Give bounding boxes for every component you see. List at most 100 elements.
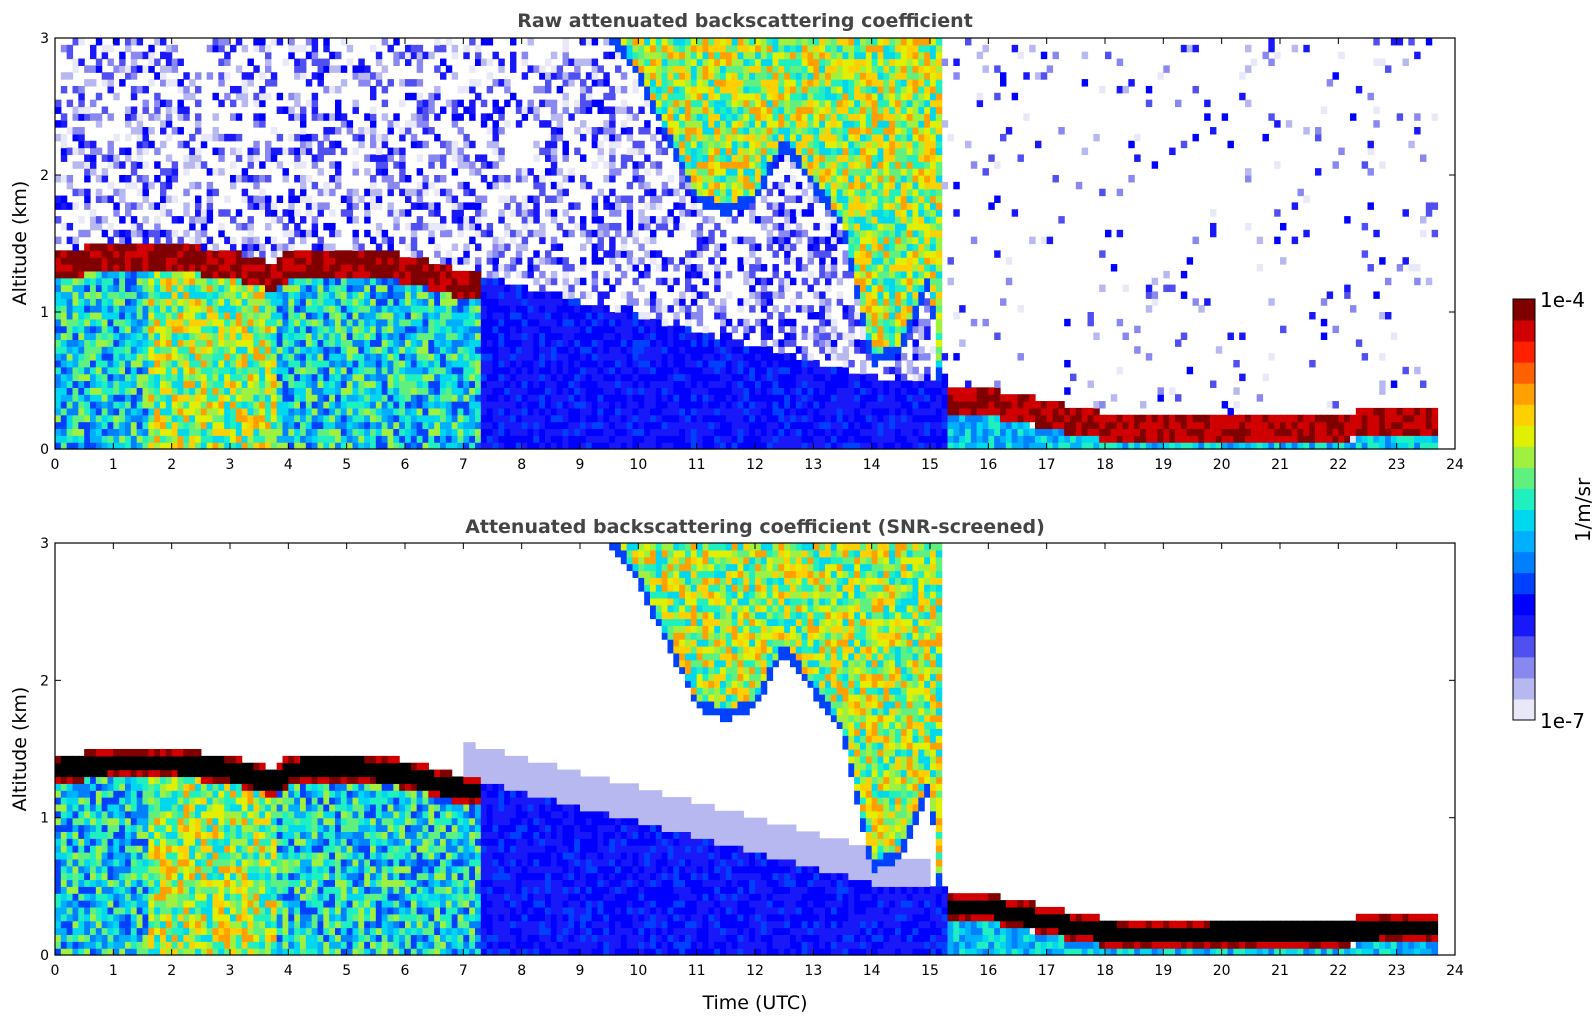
heatmap-cell [60, 133, 68, 142]
heatmap-cell [311, 51, 319, 60]
heatmap-cell [311, 264, 319, 272]
heatmap-cell [317, 58, 324, 66]
heatmap-cell [620, 106, 628, 114]
heatmap-cell [521, 202, 529, 210]
heatmap-cell [451, 394, 459, 402]
heatmap-cell [323, 380, 330, 388]
heatmap-cell [731, 120, 739, 128]
heatmap-cell [364, 359, 371, 368]
heatmap-cell [276, 428, 284, 436]
heatmap-cell [469, 202, 476, 210]
heatmap-cell [615, 366, 622, 375]
heatmap-cell [270, 216, 278, 224]
heatmap-cell [253, 373, 260, 382]
heatmap-cell [276, 161, 284, 169]
heatmap-cell [615, 38, 622, 46]
heatmap-cell [708, 366, 715, 375]
heatmap-cell [556, 72, 564, 80]
heatmap-cell [95, 222, 103, 231]
heatmap-cell [731, 51, 739, 60]
heatmap-cell [515, 394, 523, 402]
heatmap-cell [294, 270, 301, 279]
heatmap-cell [276, 421, 284, 430]
heatmap-cell [673, 58, 680, 66]
heatmap-cell [230, 435, 237, 443]
heatmap-cell [609, 339, 616, 347]
heatmap-cell [60, 44, 68, 53]
heatmap-cell [335, 373, 342, 382]
heatmap-cell [510, 65, 517, 73]
heatmap-cell [113, 229, 120, 238]
heatmap-cell [679, 38, 686, 46]
heatmap-cell [492, 264, 499, 272]
heatmap-cell [510, 353, 517, 361]
heatmap-cell [311, 312, 319, 320]
heatmap-cell [486, 414, 494, 423]
heatmap-cell [527, 305, 534, 313]
heatmap-cell [276, 195, 284, 203]
heatmap-cell [183, 113, 190, 121]
heatmap-cell [323, 222, 330, 231]
heatmap-cell [95, 353, 103, 361]
heatmap-cell [90, 209, 97, 217]
heatmap-cell [655, 332, 663, 340]
heatmap-cell [562, 325, 569, 334]
heatmap-cell [515, 243, 523, 251]
heatmap-cell [720, 312, 727, 320]
heatmap-cell [335, 264, 342, 272]
heatmap-cell [480, 394, 488, 402]
heatmap-cell [714, 373, 721, 382]
heatmap-cell [148, 264, 155, 272]
heatmap-cell [165, 332, 173, 340]
heatmap-cell [714, 195, 721, 203]
heatmap-cell [556, 127, 564, 135]
heatmap-cell [428, 161, 435, 169]
heatmap-cell [171, 250, 179, 258]
heatmap-cell [130, 168, 138, 176]
heatmap-cell [685, 92, 692, 101]
heatmap-cell [475, 312, 482, 320]
heatmap-cell [603, 72, 610, 80]
heatmap-cell [667, 332, 674, 340]
heatmap-cell [597, 332, 604, 340]
heatmap-cell [119, 291, 126, 299]
heatmap-cell [84, 140, 91, 149]
heatmap-cell [358, 298, 365, 306]
heatmap-cell [66, 277, 74, 286]
heatmap-cell [650, 359, 657, 368]
heatmap-cell [440, 401, 447, 409]
heatmap-cell [480, 359, 488, 368]
heatmap-cell [160, 401, 167, 409]
heatmap-cell [393, 120, 400, 128]
heatmap-cell [358, 387, 365, 395]
heatmap-cell [451, 401, 459, 409]
heatmap-cell [387, 332, 394, 340]
heatmap-cell [545, 154, 552, 162]
heatmap-cell [323, 435, 330, 443]
heatmap-cell [101, 72, 109, 80]
heatmap-cell [311, 332, 319, 340]
heatmap-cell [200, 373, 208, 382]
heatmap-cell [580, 58, 587, 66]
heatmap-cell [650, 394, 657, 402]
heatmap-cell [177, 366, 184, 375]
heatmap-cell [527, 325, 534, 334]
heatmap-cell [620, 120, 628, 128]
heatmap-cell [218, 387, 225, 395]
heatmap-cell [375, 133, 383, 142]
heatmap-cell [270, 380, 278, 388]
heatmap-cell [375, 222, 383, 231]
heatmap-cell [410, 236, 418, 245]
heatmap-cell [714, 264, 721, 272]
heatmap-cell [381, 85, 389, 94]
heatmap-cell [300, 250, 307, 258]
heatmap-cell [171, 394, 179, 402]
heatmap-cell [434, 394, 441, 402]
heatmap-cell [527, 435, 534, 443]
heatmap-cell [230, 181, 237, 190]
heatmap-cell [626, 202, 634, 210]
heatmap-cell [212, 298, 219, 306]
heatmap-cell [253, 120, 260, 128]
heatmap-cell [708, 202, 715, 210]
heatmap-cell [300, 318, 307, 327]
